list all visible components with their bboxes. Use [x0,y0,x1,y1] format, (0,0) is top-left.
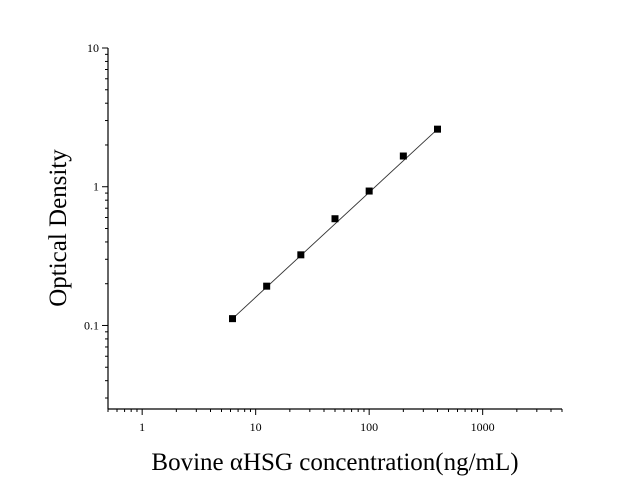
data-point [263,282,271,290]
x-tick-label: 100 [360,420,378,434]
axes [107,48,562,410]
y-tick-label: 0.1 [84,318,99,332]
ticks [102,47,563,415]
data-point [365,187,373,195]
y-axis-title: Optical Density [45,149,72,307]
x-tick-label: 1000 [471,420,495,434]
data-points [228,125,442,323]
x-axis-title: Bovine αHSG concentration(ng/mL) [151,449,518,476]
x-tick-label: 1 [139,420,145,434]
data-point [434,125,442,133]
data-point [297,251,305,259]
y-tick-label: 10 [87,41,99,55]
data-point [331,215,339,223]
data-point [399,152,407,160]
tick-labels: 1 10 100 1000 0.1 1 10 [84,41,495,434]
data-point [228,315,236,323]
y-tick-label: 1 [93,180,99,194]
x-tick-label: 10 [250,420,262,434]
